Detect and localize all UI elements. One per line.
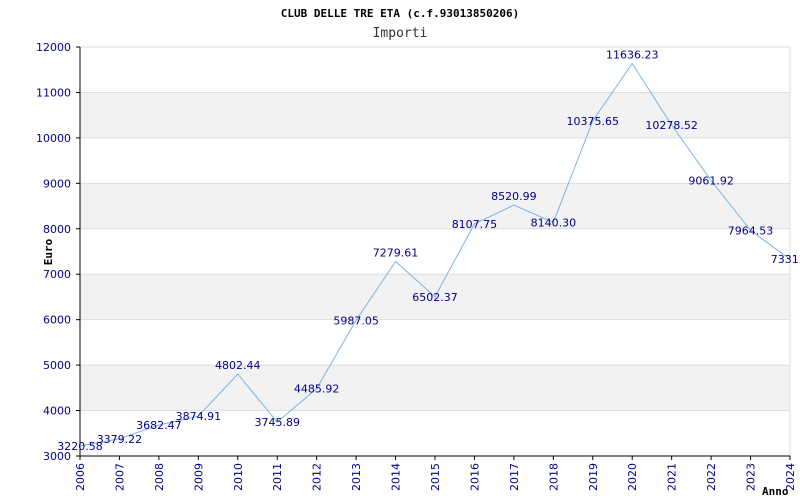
y-tick-label: 3000 bbox=[43, 450, 71, 463]
x-tick-label: 2009 bbox=[192, 463, 205, 491]
grid-lines bbox=[80, 46, 791, 457]
data-label: 8140.30 bbox=[531, 216, 577, 229]
x-tick-label: 2014 bbox=[390, 463, 403, 491]
y-tick-label: 6000 bbox=[43, 314, 71, 327]
x-tick-label: 2015 bbox=[429, 463, 442, 491]
y-axis-label: Euro bbox=[42, 238, 55, 265]
x-tick-label: 2011 bbox=[271, 463, 284, 491]
x-tick-label: 2020 bbox=[626, 463, 639, 491]
x-tick-label: 2019 bbox=[587, 463, 600, 491]
y-tick-label: 7000 bbox=[43, 268, 71, 281]
x-tick-label: 2008 bbox=[153, 463, 166, 491]
data-label: 4485.92 bbox=[294, 382, 340, 395]
y-tick-label: 12000 bbox=[36, 41, 71, 54]
data-label: 3379.22 bbox=[97, 433, 143, 446]
data-label: 3220.58 bbox=[57, 440, 103, 453]
x-tick-label: 2007 bbox=[113, 463, 126, 491]
y-tick-label: 9000 bbox=[43, 177, 71, 190]
data-label: 10375.65 bbox=[567, 115, 620, 128]
data-label: 3874.91 bbox=[176, 410, 222, 423]
grid-band bbox=[80, 365, 790, 411]
data-label: 7331.5 bbox=[771, 253, 800, 266]
x-tick-label: 2010 bbox=[232, 463, 245, 491]
x-tick-label: 2024 bbox=[784, 463, 797, 491]
y-tick-label: 8000 bbox=[43, 223, 71, 236]
y-tick-label: 10000 bbox=[36, 132, 71, 145]
x-axis-ticks: 2006 2007 2008 2009 2010 2011 2012 2013 2014 2015… bbox=[74, 456, 797, 491]
data-label: 9061.92 bbox=[688, 175, 734, 188]
x-tick-label: 2016 bbox=[468, 463, 481, 491]
data-label: 11636.23 bbox=[606, 49, 659, 62]
grid-band bbox=[80, 183, 790, 229]
y-axis-ticks: 3000 4000 5000 6000 7000 8000 9000 10000 11000 12… bbox=[36, 41, 80, 463]
x-tick-label: 2018 bbox=[547, 463, 560, 491]
grid-bands bbox=[80, 92, 790, 411]
data-label: 5987.05 bbox=[333, 314, 379, 327]
x-axis-label: Anno bbox=[762, 485, 789, 498]
x-tick-label: 2021 bbox=[666, 463, 679, 491]
series-line-importi bbox=[79, 62, 791, 447]
y-tick-label: 4000 bbox=[43, 405, 71, 418]
x-tick-label: 2012 bbox=[311, 463, 324, 491]
data-label: 8520.99 bbox=[491, 190, 537, 203]
data-label: 4802.44 bbox=[215, 359, 261, 372]
x-tick-label: 2006 bbox=[74, 463, 87, 491]
data-label: 7279.61 bbox=[373, 247, 419, 260]
y-tick-label: 11000 bbox=[36, 86, 71, 99]
y-tick-label: 5000 bbox=[43, 359, 71, 372]
x-tick-label: 2013 bbox=[350, 463, 363, 491]
grid-band bbox=[80, 92, 790, 138]
x-tick-label: 2023 bbox=[745, 463, 758, 491]
x-tick-label: 2017 bbox=[508, 463, 521, 491]
chart-title: CLUB DELLE TRE ETA (c.f.93013850206) bbox=[281, 7, 519, 20]
x-tick-label: 2022 bbox=[705, 463, 718, 491]
data-label: 6502.37 bbox=[412, 291, 458, 304]
data-label: 3745.89 bbox=[254, 416, 300, 429]
chart-subtitle: Importi bbox=[373, 26, 428, 41]
data-label: 3682.47 bbox=[136, 419, 182, 432]
data-label: 8107.75 bbox=[452, 218, 498, 231]
data-label: 7964.53 bbox=[728, 224, 774, 237]
data-label: 10278.52 bbox=[645, 119, 698, 132]
